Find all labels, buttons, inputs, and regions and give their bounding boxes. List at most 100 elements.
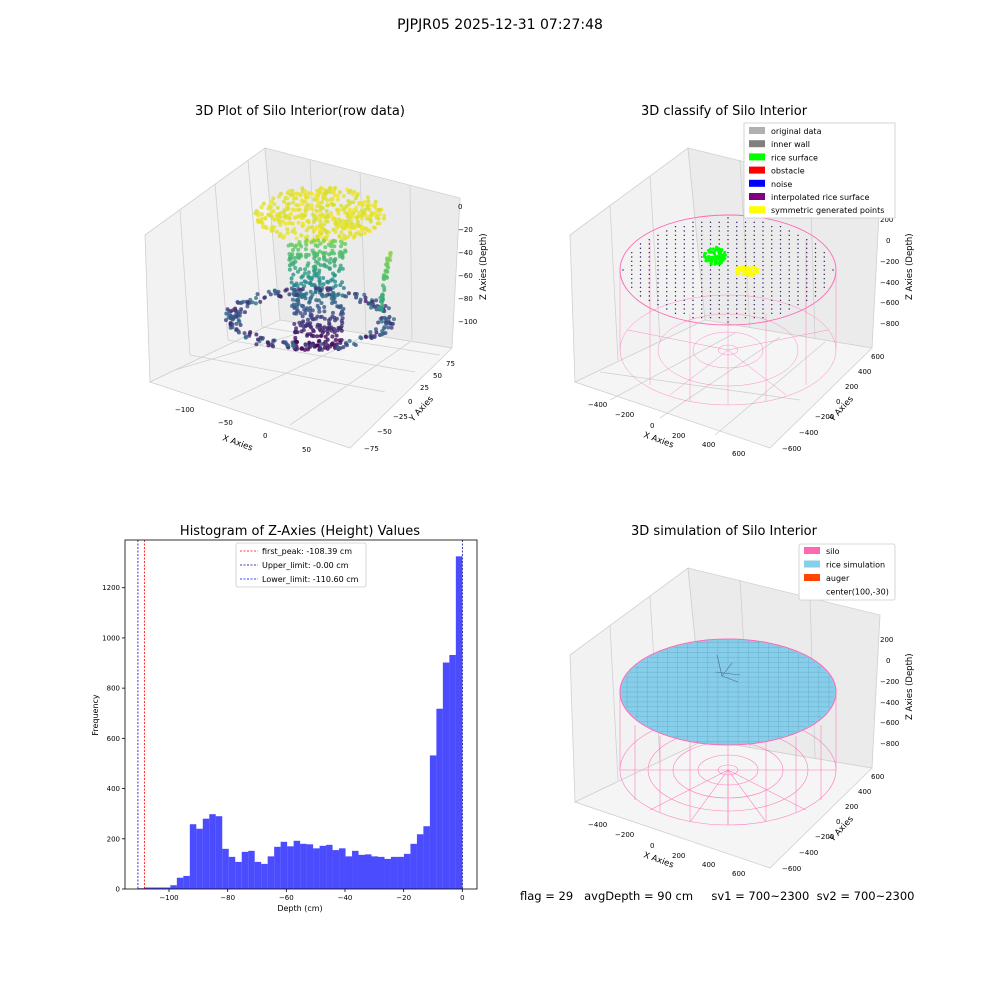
grid-point <box>631 286 633 289</box>
silo-top-rim <box>619 214 837 326</box>
z-tick: 200 <box>880 216 893 224</box>
grid-point <box>692 251 694 254</box>
grid-point <box>666 273 668 276</box>
grid-point <box>753 243 755 245</box>
grid-point <box>744 221 747 224</box>
grid-point <box>692 299 694 302</box>
histogram-bar <box>254 861 262 889</box>
grid-point <box>718 273 720 276</box>
grid-point <box>771 295 773 297</box>
x-tick: 400 <box>702 861 715 869</box>
grid-point <box>727 247 729 250</box>
grid-point <box>648 277 650 280</box>
grid-point <box>779 282 782 284</box>
raw-point <box>322 345 327 350</box>
grid-point <box>762 221 764 224</box>
grid-point <box>762 282 764 284</box>
grid-point <box>736 238 738 241</box>
grid-point <box>666 238 668 241</box>
grid-point <box>701 286 703 289</box>
grid-point <box>753 260 755 263</box>
grid-point <box>657 238 659 241</box>
raw-point <box>290 221 295 226</box>
rice-point <box>718 248 722 251</box>
histogram-bar <box>209 814 216 889</box>
grid-point <box>639 282 642 284</box>
grid-point <box>779 286 782 289</box>
symmetric-point <box>739 268 743 271</box>
raw-point <box>322 255 327 260</box>
histogram-bar <box>455 556 463 889</box>
histogram-bar <box>222 848 229 889</box>
raw-point <box>297 320 302 325</box>
legend-label: rice simulation <box>826 561 885 570</box>
grid-point <box>753 295 755 297</box>
raw-point <box>332 330 337 335</box>
grid-point <box>718 286 720 289</box>
raw-point <box>259 216 264 221</box>
raw-point <box>248 330 253 335</box>
grid-point <box>683 273 685 276</box>
raw-point <box>309 343 314 348</box>
raw-point <box>298 292 303 297</box>
raw-point <box>292 322 297 327</box>
raw-point <box>339 338 344 343</box>
grid-point <box>788 238 790 241</box>
grid-point <box>701 282 703 284</box>
grid-point <box>718 299 720 302</box>
raw-point <box>282 234 287 239</box>
raw-point <box>380 283 385 288</box>
rice-point <box>723 256 727 260</box>
raw-point <box>291 287 296 292</box>
grid-point <box>657 282 659 284</box>
raw-point <box>322 222 327 227</box>
raw-point <box>312 238 317 243</box>
grid-point <box>657 243 659 245</box>
raw-point <box>248 297 253 302</box>
grid-point <box>736 277 738 280</box>
grid-point <box>762 286 764 289</box>
raw-point <box>230 322 235 327</box>
raw-point <box>223 318 228 323</box>
grid-point <box>709 221 712 224</box>
grid-point <box>674 269 677 271</box>
symmetric-point <box>736 270 740 274</box>
grid-point <box>692 225 694 228</box>
raw-point <box>308 305 313 310</box>
grid-point <box>762 251 764 254</box>
raw-point <box>259 205 264 210</box>
grid-point <box>683 251 685 254</box>
raw-point <box>294 293 299 298</box>
raw-point <box>362 292 367 297</box>
raw-point <box>287 292 292 297</box>
histogram-bar <box>390 856 398 889</box>
raw-point <box>303 199 308 204</box>
raw-point <box>384 321 389 326</box>
grid-point <box>701 303 703 306</box>
grid-point <box>683 264 685 267</box>
raw-point <box>301 327 306 332</box>
raw-point <box>299 275 304 280</box>
grid-point <box>666 264 668 267</box>
raw-point <box>347 338 352 343</box>
histogram-y-ticks: 0 200 400 600 800 1000 1200 <box>102 584 125 894</box>
histogram-bar <box>397 856 404 889</box>
raw-point <box>356 220 361 225</box>
grid-point <box>666 234 668 237</box>
raw-point <box>308 281 313 286</box>
raw-point <box>380 296 385 301</box>
grid-point <box>701 299 703 302</box>
z-tick: −60 <box>458 272 473 280</box>
rice-point <box>718 262 722 266</box>
grid-point <box>771 251 773 254</box>
silo-wireframe <box>619 240 837 406</box>
raw-point <box>306 202 311 207</box>
grid-point <box>683 260 685 263</box>
grid-point <box>666 286 668 289</box>
y-tick: −200 <box>815 413 834 421</box>
grid-point <box>692 308 694 310</box>
grid-point <box>753 247 755 250</box>
raw-point <box>332 273 337 278</box>
raw-point <box>305 321 310 326</box>
grid-point <box>797 251 799 254</box>
